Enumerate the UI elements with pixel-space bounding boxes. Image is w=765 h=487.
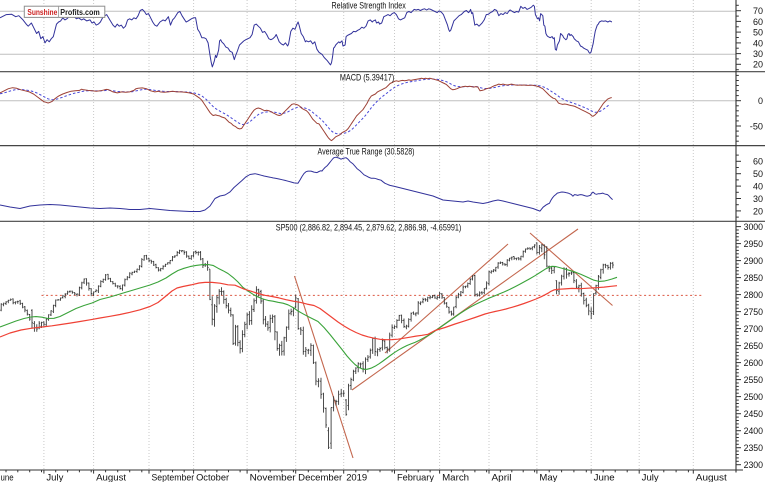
svg-text:June: June bbox=[594, 472, 615, 482]
svg-text:30: 30 bbox=[753, 194, 763, 205]
svg-text:2550: 2550 bbox=[744, 375, 763, 386]
svg-text:2450: 2450 bbox=[744, 409, 763, 420]
svg-text:Relative Strength Index: Relative Strength Index bbox=[332, 1, 407, 11]
svg-text:20: 20 bbox=[753, 206, 763, 217]
svg-text:December: December bbox=[298, 472, 342, 482]
svg-text:Sunshine: Sunshine bbox=[27, 7, 57, 17]
svg-text:2800: 2800 bbox=[744, 290, 763, 301]
svg-text:40: 40 bbox=[753, 38, 763, 49]
svg-text:60: 60 bbox=[753, 17, 763, 28]
svg-text:2850: 2850 bbox=[744, 273, 763, 284]
svg-text:November: November bbox=[250, 472, 296, 482]
svg-text:April: April bbox=[492, 472, 512, 482]
svg-text:20: 20 bbox=[753, 60, 763, 71]
svg-text:September: September bbox=[152, 472, 195, 482]
svg-text:SP500 (2,886.82, 2,894.45, 2,8: SP500 (2,886.82, 2,894.45, 2,879.62, 2,8… bbox=[276, 223, 462, 233]
svg-text:40: 40 bbox=[753, 182, 763, 193]
svg-text:50: 50 bbox=[753, 169, 763, 180]
svg-text:60: 60 bbox=[753, 157, 763, 168]
svg-text:0: 0 bbox=[758, 96, 763, 107]
svg-text:October: October bbox=[196, 472, 229, 482]
svg-text:May: May bbox=[539, 472, 557, 482]
svg-text:2019: 2019 bbox=[346, 472, 367, 482]
svg-text:2350: 2350 bbox=[744, 443, 763, 454]
svg-text:March: March bbox=[442, 472, 469, 482]
svg-text:2900: 2900 bbox=[744, 256, 763, 267]
svg-text:2300: 2300 bbox=[744, 460, 763, 471]
svg-text:July: July bbox=[642, 472, 659, 482]
svg-text:2500: 2500 bbox=[744, 392, 763, 403]
svg-text:50: 50 bbox=[753, 28, 763, 39]
svg-text:2400: 2400 bbox=[744, 426, 763, 437]
svg-text:2700: 2700 bbox=[744, 324, 763, 335]
svg-text:February: February bbox=[397, 472, 434, 482]
svg-text:2750: 2750 bbox=[744, 307, 763, 318]
svg-text:2650: 2650 bbox=[744, 341, 763, 352]
svg-text:June: June bbox=[0, 472, 14, 482]
svg-text:3000: 3000 bbox=[744, 222, 763, 233]
svg-text:-50: -50 bbox=[750, 121, 763, 132]
svg-text:70: 70 bbox=[753, 6, 763, 17]
svg-text:Average True Range (30.5828): Average True Range (30.5828) bbox=[318, 147, 415, 157]
svg-text:30: 30 bbox=[753, 49, 763, 60]
svg-text:MACD (5.39417): MACD (5.39417) bbox=[340, 73, 394, 83]
svg-text:August: August bbox=[96, 472, 126, 482]
svg-text:Profits.com: Profits.com bbox=[60, 7, 100, 17]
svg-text:August: August bbox=[696, 472, 727, 482]
svg-text:2950: 2950 bbox=[744, 239, 763, 250]
svg-text:2600: 2600 bbox=[744, 358, 763, 369]
svg-text:July: July bbox=[46, 472, 63, 482]
